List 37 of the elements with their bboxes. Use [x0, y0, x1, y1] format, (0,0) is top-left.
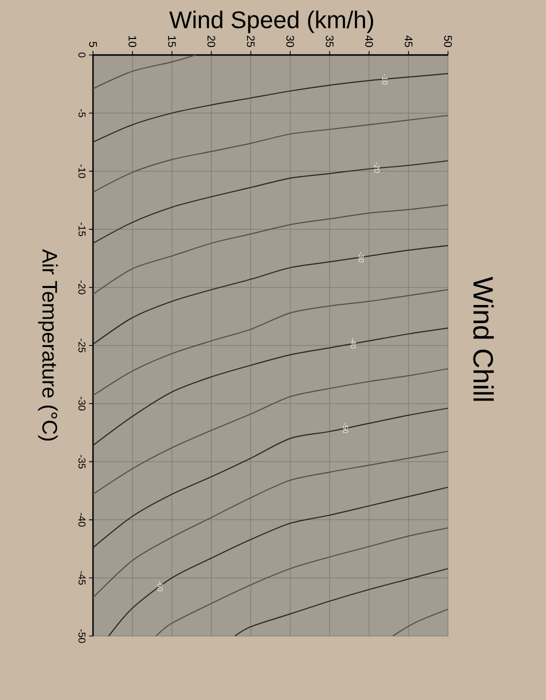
text: Wind Chill: [473, 276, 494, 401]
line-series: [93, 450, 448, 598]
y-tick-label: -20: [78, 280, 86, 294]
x-tick-label: 40: [365, 35, 373, 48]
y-tick-label: -15: [78, 222, 86, 236]
y-tick-label: -50: [78, 629, 86, 643]
x-tick-label: 35: [326, 36, 334, 47]
x-tick-label: 5: [89, 42, 97, 47]
line-series: [93, 289, 448, 396]
line-series: [156, 527, 448, 636]
line-series: [93, 368, 448, 495]
line-series: [93, 73, 448, 143]
y-tick-label: -10: [78, 164, 86, 178]
line-series: [93, 408, 448, 548]
y-tick-label: -40: [78, 513, 86, 527]
line-series: [93, 114, 448, 193]
line-series: [93, 54, 196, 90]
y-tick-label: 0: [78, 52, 86, 58]
line-series: [93, 160, 448, 244]
line-series: [234, 568, 448, 636]
x-tick-label: 25: [246, 36, 255, 47]
y-tick-label: -45: [78, 571, 86, 585]
line-series: [93, 204, 448, 295]
y-axis-title: Air Temperature (°C): [38, 249, 58, 441]
y-tick-label: -5: [78, 109, 86, 118]
line-series: [108, 486, 448, 636]
y-tick-label: -35: [78, 454, 86, 469]
x-tick-label: 45: [404, 35, 412, 47]
x-axis-title: Wind Speed (km/h): [169, 10, 374, 34]
x-tick-label: 10: [128, 36, 136, 48]
y-tick-label: -30: [78, 396, 86, 410]
y-tick-label: -25: [78, 338, 86, 352]
x-tick-label: 20: [207, 36, 216, 48]
x-tick-label: 50: [444, 36, 452, 48]
x-tick-label: 15: [168, 36, 176, 47]
line-series: [93, 328, 448, 446]
x-tick-label: 30: [286, 36, 294, 48]
